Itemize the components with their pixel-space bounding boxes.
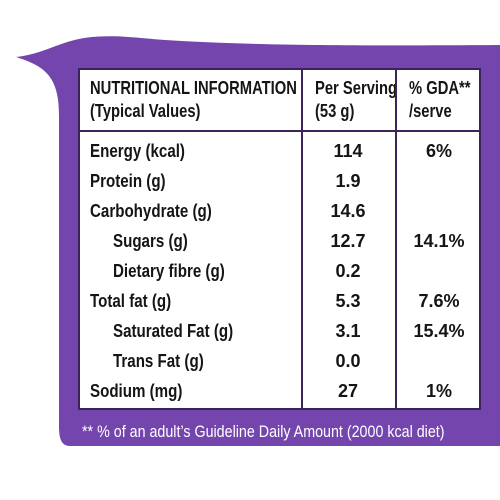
column-divider — [395, 70, 397, 408]
table-row: Total fat (g) 5.3 7.6% — [80, 286, 479, 316]
nutrient-header-subtitle: (Typical Values) — [90, 101, 201, 121]
gda-value: 14.1% — [413, 231, 465, 251]
table-row: Carbohydrate (g) 14.6 — [80, 196, 479, 226]
nutrient-header-title: NUTRITIONAL INFORMATION — [90, 78, 297, 98]
table-row: Sodium (mg) 27 1% — [80, 376, 479, 406]
gda-header-subtitle: /serve — [409, 101, 452, 121]
table-header-row: NUTRITIONAL INFORMATION (Typical Values)… — [80, 70, 479, 132]
table-row: Dietary fibre (g) 0.2 — [80, 256, 479, 286]
gda-value: 7.6% — [418, 291, 460, 311]
nutrient-column-header: NUTRITIONAL INFORMATION (Typical Values) — [90, 77, 297, 123]
column-divider — [301, 70, 303, 408]
per-serving-value: 14.6 — [330, 201, 366, 221]
table-row: Protein (g) 1.9 — [80, 166, 479, 196]
nutrition-table: NUTRITIONAL INFORMATION (Typical Values)… — [78, 68, 481, 410]
per-serving-header-title: Per Serving — [315, 78, 398, 98]
table-row: Trans Fat (g) 0.0 — [80, 346, 479, 376]
per-serving-value: 0.0 — [335, 351, 361, 371]
per-serving-value: 1.9 — [335, 171, 361, 191]
gda-value: 6% — [425, 141, 452, 161]
nutrient-name: Protein (g) — [90, 171, 166, 191]
serving-size-header: (53 g) — [315, 101, 355, 121]
nutrient-name: Dietary fibre (g) — [113, 261, 225, 281]
per-serving-value: 3.1 — [335, 321, 361, 341]
per-serving-value: 27 — [337, 381, 359, 401]
table-row: Sugars (g) 12.7 14.1% — [80, 226, 479, 256]
gda-footnote: ** % of an adult’s Guideline Daily Amoun… — [82, 422, 445, 441]
nutrient-name: Energy (kcal) — [90, 141, 185, 161]
per-serving-value: 12.7 — [330, 231, 366, 251]
nutrient-name: Sugars (g) — [113, 231, 188, 251]
table-row: Saturated Fat (g) 3.1 15.4% — [80, 316, 479, 346]
table-row: Energy (kcal) 114 6% — [80, 136, 479, 166]
nutrient-name: Sodium (mg) — [90, 381, 183, 401]
per-serving-value: 114 — [333, 141, 363, 161]
per-serving-column-header: Per Serving (53 g) — [315, 77, 397, 123]
nutrient-name: Saturated Fat (g) — [113, 321, 234, 341]
gda-column-header: % GDA** /serve — [409, 77, 471, 123]
per-serving-value: 5.3 — [335, 291, 361, 311]
gda-header-title: % GDA** — [409, 78, 471, 98]
nutrient-name: Trans Fat (g) — [113, 351, 204, 371]
per-serving-value: 0.2 — [335, 261, 361, 281]
nutrient-name: Total fat (g) — [90, 291, 172, 311]
gda-value: 15.4% — [413, 321, 465, 341]
gda-value: 1% — [425, 381, 452, 401]
nutrient-name: Carbohydrate (g) — [90, 201, 212, 221]
